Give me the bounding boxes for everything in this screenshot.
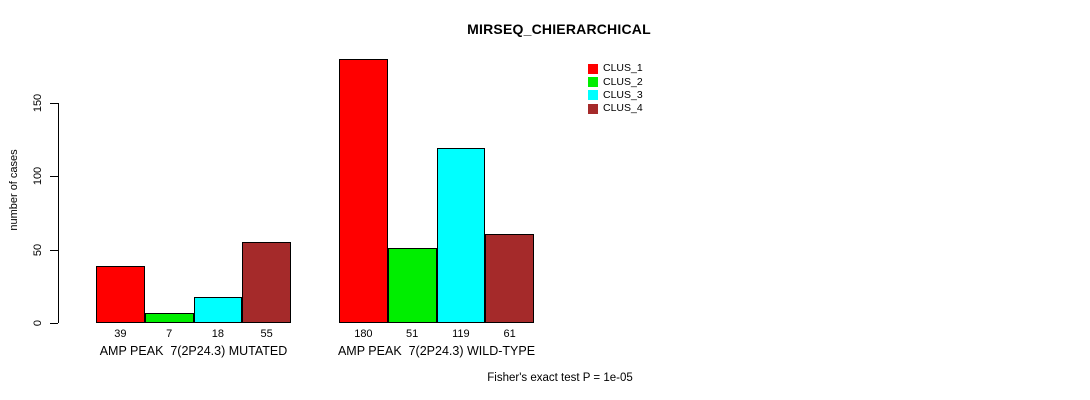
bar-clus_2-group1 xyxy=(144,312,194,323)
bar-clus_4-group2 xyxy=(485,233,534,323)
legend: CLUS_1 CLUS_2 CLUS_3 CLUS_4 xyxy=(588,62,643,115)
chart-title: MIRSEQ_CHIERARCHICAL xyxy=(467,21,651,37)
legend-swatch-icon xyxy=(588,63,598,74)
annotation-fisher-test: Fisher's exact test P = 1e-05 xyxy=(487,372,633,384)
y-axis-label: number of cases xyxy=(8,149,20,231)
y-tick-label: 150 xyxy=(32,93,44,113)
bar-value-label: 51 xyxy=(406,328,419,340)
y-tick-label: 50 xyxy=(32,243,44,256)
legend-item-clus_2: CLUS_2 xyxy=(588,75,643,88)
bar-clus_2-group2 xyxy=(387,248,437,323)
bar-clus_4-group1 xyxy=(242,242,291,323)
bar-clus_1-group2 xyxy=(339,59,388,323)
bar-clus_3-group2 xyxy=(436,148,486,323)
bar-value-label: 39 xyxy=(114,328,127,340)
group-label: AMP PEAK 7(2P24.3) MUTATED xyxy=(99,343,288,358)
legend-item-clus_3: CLUS_3 xyxy=(588,89,643,102)
bar-value-label: 18 xyxy=(211,328,224,340)
y-tick xyxy=(50,103,58,104)
group-label: AMP PEAK 7(2P24.3) WILD-TYPE xyxy=(337,343,536,358)
legend-swatch-icon xyxy=(588,103,598,114)
legend-label: CLUS_4 xyxy=(603,102,643,115)
y-tick-label: 100 xyxy=(32,167,44,186)
y-axis-line xyxy=(58,103,60,323)
bar-clus_3-group1 xyxy=(193,296,243,323)
bar-value-label: 119 xyxy=(452,328,470,340)
legend-swatch-icon xyxy=(588,76,598,87)
legend-label: CLUS_3 xyxy=(603,88,643,101)
bar-value-label: 61 xyxy=(503,328,516,340)
legend-label: CLUS_1 xyxy=(603,62,643,75)
bar-value-label: 180 xyxy=(354,328,373,340)
y-tick xyxy=(50,249,58,251)
legend-item-clus_1: CLUS_1 xyxy=(588,62,643,75)
legend-swatch-icon xyxy=(588,90,598,101)
bar-value-label: 7 xyxy=(166,328,173,340)
legend-item-clus_4: CLUS_4 xyxy=(588,102,643,115)
bar-clus_1-group1 xyxy=(96,265,145,323)
y-tick-label: 0 xyxy=(32,319,44,327)
bar-value-label: 55 xyxy=(260,328,273,340)
y-tick xyxy=(50,323,58,324)
legend-label: CLUS_2 xyxy=(603,75,643,88)
y-tick xyxy=(50,176,58,178)
